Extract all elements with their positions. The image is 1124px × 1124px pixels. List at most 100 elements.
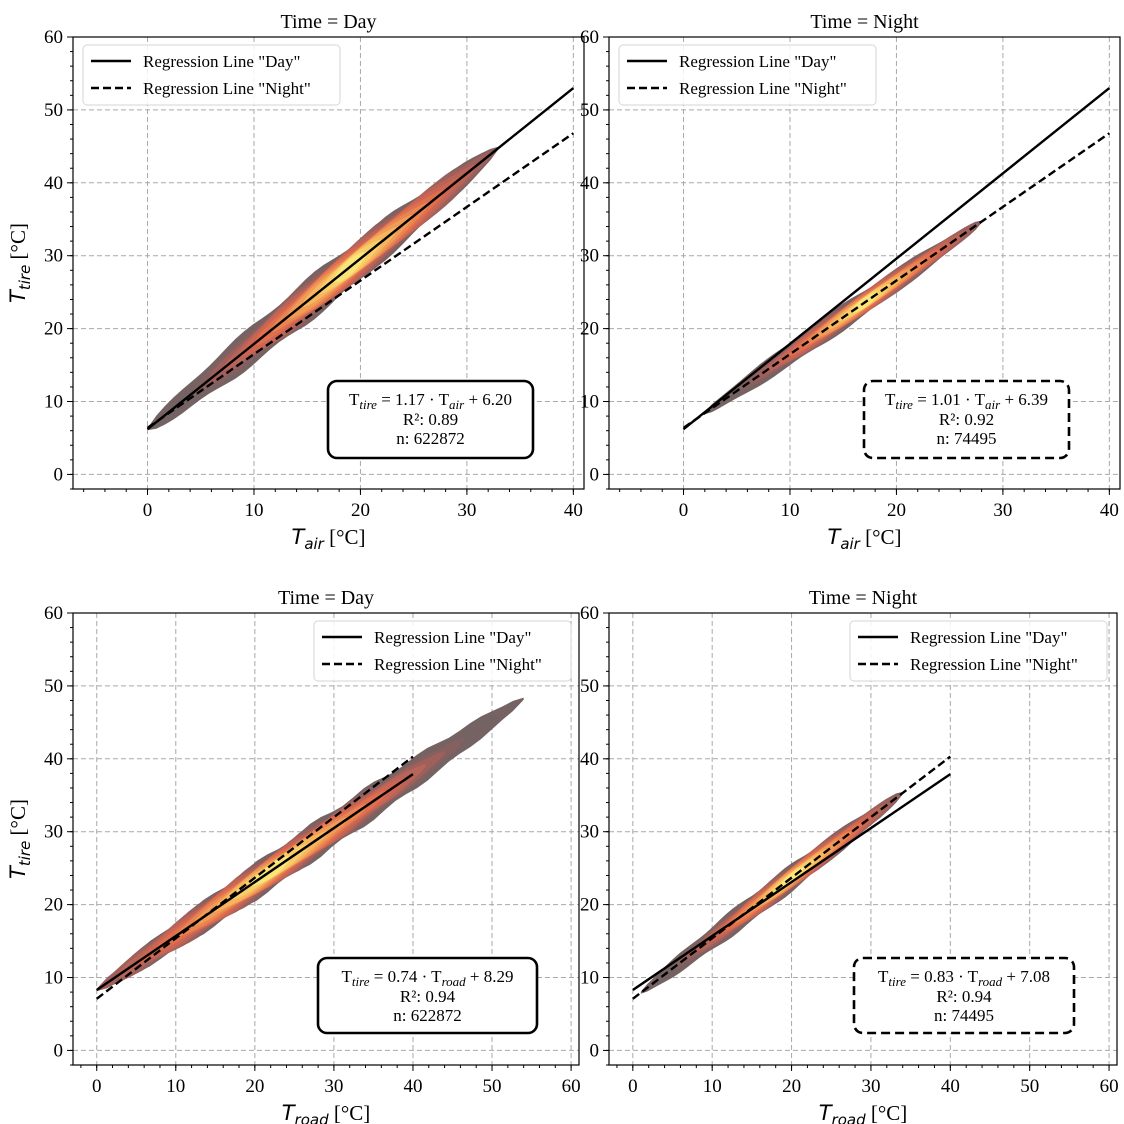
x-tick-label: 10 [703,1076,722,1097]
y-axis-sub: tire [16,265,34,290]
x-axis-var: T [282,1101,297,1124]
annotation-n: n: 622872 [396,429,464,448]
legend-box [82,44,341,106]
legend-night-label: Regression Line "Night" [910,655,1078,674]
chart-title: Time = Day [280,11,376,33]
regression-line-night [146,132,575,429]
annotation-equation: Ttire = 1.01 · Tair + 6.39 [885,390,1048,412]
x-axis-var: T [291,525,306,549]
x-tick-label: 20 [887,500,906,521]
axis-ticks: 0 10 20 30 40 0 10 20 30 40 50 60 [44,27,583,521]
y-tick-label: 10 [44,392,63,413]
x-axis-sub: air [304,535,324,553]
y-tick-label: 40 [44,749,63,770]
legend-night-label: Regression Line "Night" [374,655,542,674]
legend: Regression Line "Day" Regression Line "Ni… [618,44,877,106]
x-tick-label: 50 [483,1076,502,1097]
x-tick-label: 30 [457,500,476,521]
y-tick-label: 50 [44,100,63,121]
axis-ticks: 0 10 20 30 40 50 60 0 10 20 30 40 50 60 [580,603,1119,1097]
regression-line-day [96,773,414,991]
regression-line-night [682,132,1111,429]
panel-1: 0 10 20 30 40 0 10 20 30 40 50 60 Time = Night Tair [… [580,11,1121,553]
y-tick-label: 60 [44,603,63,624]
annotation-equation: Ttire = 0.83 · Troad + 7.08 [878,967,1050,989]
legend-box [313,620,572,682]
x-tick-label: 40 [564,500,583,521]
y-tick-label: 50 [580,100,599,121]
x-axis-sub: road [832,1111,867,1124]
x-axis-sub: air [840,535,860,553]
legend: Regression Line "Day" Regression Line "Ni… [849,620,1108,682]
y-tick-label: 30 [580,246,599,267]
chart-title: Time = Night [809,587,918,609]
legend: Regression Line "Day" Regression Line "Ni… [82,44,341,106]
x-axis-unit: [°C] [865,525,901,549]
x-axis-var: T [827,525,842,549]
y-axis-sub: tire [16,841,34,866]
y-tick-label: 30 [580,822,599,843]
regression-line-day [632,773,951,991]
x-tick-label: 0 [679,500,689,521]
legend-day-label: Regression Line "Day" [910,628,1067,647]
x-tick-label: 10 [780,500,799,521]
panel-3: 0 10 20 30 40 50 60 0 10 20 30 40 50 60 Time = Night Tr… [580,587,1119,1124]
annotation-n: n: 622872 [393,1006,461,1025]
annotation-box [316,956,539,1035]
x-tick-label: 10 [166,1076,185,1097]
annotation-r2: R²: 0.89 [403,410,458,429]
legend-box [849,620,1108,682]
x-tick-label: 20 [245,1076,264,1097]
x-axis-label: Tair [°C] [827,525,901,553]
legend-day-label: Regression Line "Day" [143,52,300,71]
y-tick-label: 0 [590,464,600,485]
panel-0: 0 10 20 30 40 0 10 20 30 40 50 60 Time = Day Tair [°C… [6,11,585,553]
x-tick-label: 60 [1100,1076,1119,1097]
x-tick-label: 40 [1100,500,1119,521]
x-tick-label: 40 [941,1076,960,1097]
y-tick-label: 10 [580,392,599,413]
y-axis-unit: [°C] [6,223,30,259]
annotation-equation: Ttire = 1.17 · Tair + 6.20 [349,390,512,412]
x-axis-unit: [°C] [329,525,365,549]
plot-frame [608,36,1121,490]
x-tick-label: 20 [351,500,370,521]
x-axis-label: Troad [°C] [282,1101,371,1124]
plot-frame [72,612,580,1066]
x-tick-label: 40 [403,1076,422,1097]
regression-line-night [632,755,952,1000]
y-tick-label: 0 [54,1040,64,1061]
x-tick-label: 30 [993,500,1012,521]
y-axis-var: T [6,864,30,879]
y-tick-label: 10 [44,968,63,989]
annotation-equation: Ttire = 0.74 · Troad + 8.29 [342,967,514,989]
annotation-r2: R²: 0.94 [400,987,456,1006]
annotation-box [862,379,1071,460]
y-tick-label: 40 [44,173,63,194]
annotation-box [852,956,1076,1035]
x-tick-label: 0 [92,1076,102,1097]
y-axis-label: Ttire [°C] [6,223,34,303]
annotation-n: n: 74495 [934,1006,994,1025]
x-tick-label: 50 [1020,1076,1039,1097]
x-tick-label: 60 [562,1076,581,1097]
x-tick-label: 0 [628,1076,638,1097]
axis-ticks: 0 10 20 30 40 0 10 20 30 40 50 60 [580,27,1119,521]
panel-2: 0 10 20 30 40 50 60 0 10 20 30 40 50 60 Time = Day Troa… [6,587,581,1124]
x-axis-sub: road [295,1111,330,1124]
y-tick-label: 40 [580,173,599,194]
annotation-box [326,379,535,460]
regression-line-day [682,87,1111,431]
x-axis-unit: [°C] [334,1101,370,1124]
y-tick-label: 20 [44,319,63,340]
y-tick-label: 0 [54,464,64,485]
y-tick-label: 10 [580,968,599,989]
x-axis-var: T [819,1101,834,1124]
y-tick-label: 30 [44,822,63,843]
y-tick-label: 20 [44,895,63,916]
y-tick-label: 60 [44,27,63,48]
